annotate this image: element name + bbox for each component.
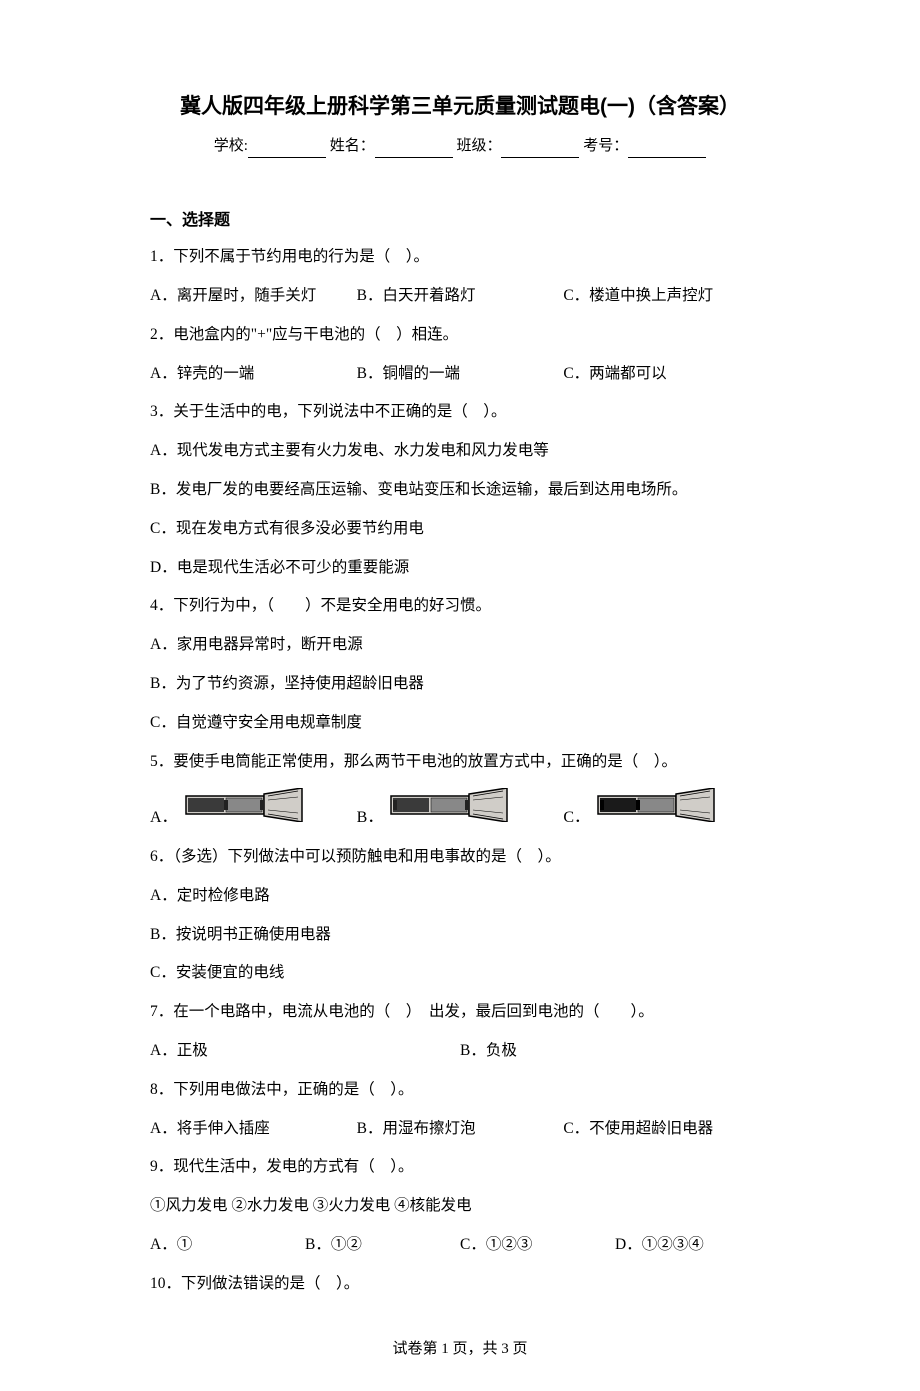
q8-option-b: B．用湿布擦灯泡 <box>357 1117 564 1142</box>
question-8: 8．下列用电做法中，正确的是（ ）。 <box>150 1078 770 1103</box>
q1-option-b: B．白天开着路灯 <box>357 284 564 309</box>
question-2-options: A．锌壳的一端 B．铜帽的一端 C．两端都可以 <box>150 362 770 387</box>
q9-option-d: D．①②③④ <box>615 1233 770 1258</box>
question-1-options: A．离开屋时，随手关灯 B．白天开着路灯 C．楼道中换上声控灯 <box>150 284 770 309</box>
class-label: 班级： <box>456 138 501 154</box>
q5-option-c-container: C． <box>563 788 770 831</box>
question-5-options: A． B． <box>150 788 770 831</box>
q1-option-a: A．离开屋时，随手关灯 <box>150 284 357 309</box>
q5-option-a-container: A． <box>150 788 357 831</box>
q5-option-c-label: C． <box>563 805 590 831</box>
school-blank <box>248 140 326 158</box>
q5-option-b-container: B． <box>357 788 564 831</box>
q4-option-c: C．自觉遵守安全用电规章制度 <box>150 711 770 736</box>
question-2: 2．电池盒内的"+"应与干电池的（ ）相连。 <box>150 323 770 348</box>
flashlight-icon-a <box>184 788 304 831</box>
q7-option-b: B．负极 <box>460 1039 770 1064</box>
q8-option-c: C．不使用超龄旧电器 <box>563 1117 770 1142</box>
question-4: 4．下列行为中，（ ）不是安全用电的好习惯。 <box>150 594 770 619</box>
q2-option-a: A．锌壳的一端 <box>150 362 357 387</box>
section-1-header: 一、选择题 <box>150 208 770 234</box>
q3-option-a: A．现代发电方式主要有火力发电、水力发电和风力发电等 <box>150 439 770 464</box>
question-7-options: A．正极 B．负极 <box>150 1039 770 1064</box>
id-blank <box>628 140 706 158</box>
q3-option-b: B．发电厂发的电要经高压运输、变电站变压和长途运输，最后到达用电场所。 <box>150 478 770 503</box>
q2-option-c: C．两端都可以 <box>563 362 770 387</box>
name-blank <box>375 140 453 158</box>
q4-option-b: B．为了节约资源，坚持使用超龄旧电器 <box>150 672 770 697</box>
question-7: 7．在一个电路中，电流从电池的（ ） 出发，最后回到电池的（ ）。 <box>150 1000 770 1025</box>
question-9-options: A．① B．①② C．①②③ D．①②③④ <box>150 1233 770 1258</box>
question-10: 10．下列做法错误的是（ ）。 <box>150 1272 770 1297</box>
q6-option-a: A．定时检修电路 <box>150 884 770 909</box>
question-8-options: A．将手伸入插座 B．用湿布擦灯泡 C．不使用超龄旧电器 <box>150 1117 770 1142</box>
id-label: 考号： <box>583 138 628 154</box>
q6-option-c: C．安装便宜的电线 <box>150 961 770 986</box>
flashlight-icon-b <box>389 788 509 831</box>
class-blank <box>501 140 579 158</box>
q5-option-b-label: B． <box>357 805 384 831</box>
page-title: 冀人版四年级上册科学第三单元质量测试题电(一)（含答案） <box>150 90 770 124</box>
flashlight-icon-c <box>596 788 716 831</box>
question-5: 5．要使手电筒能正常使用，那么两节干电池的放置方式中，正确的是（ ）。 <box>150 750 770 775</box>
question-1: 1．下列不属于节约用电的行为是（ ）。 <box>150 245 770 270</box>
q1-option-c: C．楼道中换上声控灯 <box>563 284 770 309</box>
question-9: 9．现代生活中，发电的方式有（ ）。 <box>150 1155 770 1180</box>
q4-option-a: A．家用电器异常时，断开电源 <box>150 633 770 658</box>
q5-option-a-label: A． <box>150 805 178 831</box>
q9-option-a: A．① <box>150 1233 305 1258</box>
question-6: 6．（多选）下列做法中可以预防触电和用电事故的是（ ）。 <box>150 845 770 870</box>
q6-option-b: B．按说明书正确使用电器 <box>150 923 770 948</box>
q3-option-c: C．现在发电方式有很多没必要节约用电 <box>150 517 770 542</box>
q8-option-a: A．将手伸入插座 <box>150 1117 357 1142</box>
q9-option-b: B．①② <box>305 1233 460 1258</box>
school-label: 学校: <box>214 138 248 154</box>
q7-option-a: A．正极 <box>150 1039 460 1064</box>
q2-option-b: B．铜帽的一端 <box>357 362 564 387</box>
q9-list: ①风力发电 ②水力发电 ③火力发电 ④核能发电 <box>150 1194 770 1219</box>
q9-option-c: C．①②③ <box>460 1233 615 1258</box>
q3-option-d: D．电是现代生活必不可少的重要能源 <box>150 556 770 581</box>
page-footer: 试卷第 1 页，共 3 页 <box>150 1337 770 1361</box>
student-info-line: 学校: 姓名： 班级： 考号： <box>150 134 770 158</box>
question-3: 3．关于生活中的电，下列说法中不正确的是（ ）。 <box>150 400 770 425</box>
name-label: 姓名： <box>330 138 375 154</box>
